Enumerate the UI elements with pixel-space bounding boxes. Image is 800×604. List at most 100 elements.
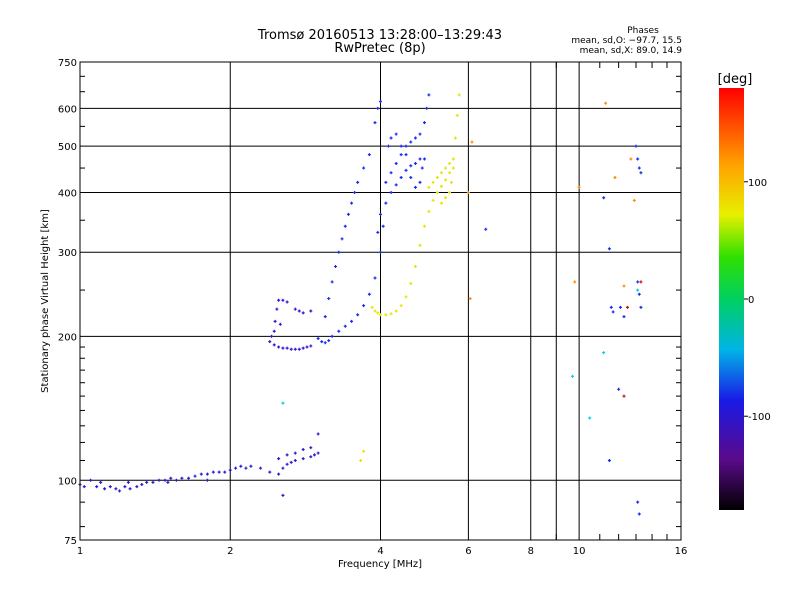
x-tick-label: 6 — [465, 546, 471, 557]
data-point — [370, 305, 374, 309]
chart-title: Tromsø 20160513 13:28:00–13:29:43 — [257, 28, 502, 43]
data-point — [409, 164, 413, 168]
data-point — [82, 485, 86, 489]
data-point — [394, 183, 398, 187]
data-point — [285, 346, 289, 350]
data-point — [602, 351, 606, 355]
data-point — [636, 280, 640, 284]
data-point — [637, 292, 641, 296]
data-point — [618, 305, 622, 309]
data-point — [278, 322, 282, 326]
data-point — [431, 180, 435, 184]
data-point — [323, 315, 327, 319]
data-point — [413, 265, 417, 269]
data-point — [297, 309, 301, 313]
data-point — [228, 468, 232, 472]
data-point — [427, 185, 431, 189]
data-point — [384, 313, 388, 317]
data-point — [409, 140, 413, 144]
data-point — [270, 334, 274, 338]
data-point — [373, 276, 377, 280]
data-point — [468, 297, 472, 301]
phases-mean-x: mean, sd,X: 89.0, 14.9 — [580, 46, 683, 56]
data-point — [272, 343, 276, 347]
x-tick-label: 16 — [675, 546, 688, 557]
data-point — [187, 476, 191, 480]
data-point — [389, 190, 393, 194]
data-point — [622, 315, 626, 319]
data-point — [636, 157, 640, 161]
data-point — [384, 180, 388, 184]
data-point — [448, 171, 452, 175]
data-point — [309, 344, 313, 348]
data-point — [337, 329, 341, 333]
data-point — [399, 175, 403, 179]
x-tick-label: 4 — [377, 546, 383, 557]
y-tick-label: 300 — [58, 248, 77, 259]
data-point — [639, 171, 643, 175]
data-point — [259, 466, 263, 470]
data-point — [617, 387, 621, 391]
colorbar-tick-label: 0 — [748, 295, 754, 306]
data-point — [330, 280, 334, 284]
data-point — [444, 166, 448, 170]
plot-frame — [79, 61, 682, 541]
data-point — [337, 250, 341, 254]
data-point — [422, 157, 426, 161]
data-point — [281, 346, 285, 350]
data-point — [346, 212, 350, 216]
data-point — [470, 140, 474, 144]
data-point — [297, 347, 301, 351]
data-point — [95, 485, 99, 489]
data-point — [89, 478, 93, 482]
data-point — [602, 196, 606, 200]
data-point — [293, 451, 297, 455]
data-point — [622, 284, 626, 288]
data-point — [451, 166, 455, 170]
data-point — [180, 476, 184, 480]
data-point — [140, 482, 144, 486]
data-point — [394, 161, 398, 165]
data-point — [455, 113, 459, 117]
data-point — [381, 224, 385, 228]
x-axis-label: Frequency [MHz] — [338, 559, 422, 570]
data-point — [418, 180, 422, 184]
data-point — [239, 464, 243, 468]
data-point — [629, 157, 633, 161]
grid — [80, 62, 681, 540]
data-point — [611, 310, 615, 314]
data-point — [217, 470, 221, 474]
data-point — [277, 345, 281, 349]
data-point — [135, 485, 139, 489]
data-point — [571, 374, 575, 378]
data-point — [359, 458, 363, 462]
data-points — [78, 93, 643, 516]
data-point — [309, 309, 313, 313]
data-point — [607, 247, 611, 251]
data-point — [301, 346, 305, 350]
data-point — [99, 480, 103, 484]
data-point — [330, 334, 334, 338]
data-point — [449, 180, 453, 184]
y-tick-label: 750 — [58, 58, 77, 69]
data-point — [356, 313, 360, 317]
data-point — [379, 212, 382, 216]
data-point — [268, 340, 272, 344]
data-point — [281, 401, 285, 405]
data-point — [384, 201, 388, 205]
data-point — [376, 106, 380, 110]
data-point — [389, 171, 393, 175]
y-tick-label: 600 — [58, 104, 77, 115]
data-point — [373, 121, 377, 125]
data-point — [108, 485, 112, 489]
data-point — [613, 175, 617, 179]
data-point — [281, 493, 285, 497]
y-tick-label: 100 — [58, 476, 77, 487]
data-point — [343, 324, 347, 328]
data-point — [350, 201, 354, 205]
data-point — [413, 161, 417, 165]
data-point — [333, 265, 337, 269]
y-axis-label: Stationary phase Virtual Height [km] — [40, 209, 51, 393]
data-point — [573, 280, 577, 284]
data-point — [316, 336, 320, 340]
